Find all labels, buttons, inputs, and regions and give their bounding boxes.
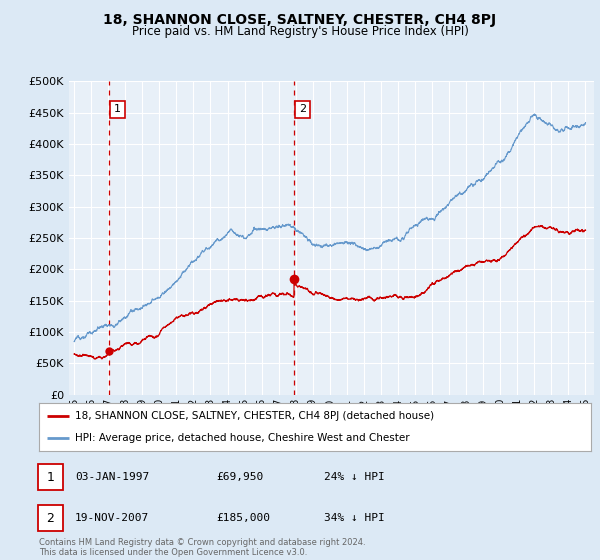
Text: 1: 1 [114, 104, 121, 114]
Text: Price paid vs. HM Land Registry's House Price Index (HPI): Price paid vs. HM Land Registry's House … [131, 25, 469, 38]
Text: 19-NOV-2007: 19-NOV-2007 [75, 513, 149, 523]
Text: 34% ↓ HPI: 34% ↓ HPI [324, 513, 385, 523]
Text: 2: 2 [299, 104, 306, 114]
Text: £185,000: £185,000 [216, 513, 270, 523]
Text: 18, SHANNON CLOSE, SALTNEY, CHESTER, CH4 8PJ (detached house): 18, SHANNON CLOSE, SALTNEY, CHESTER, CH4… [75, 411, 434, 421]
Text: 24% ↓ HPI: 24% ↓ HPI [324, 472, 385, 482]
Text: 18, SHANNON CLOSE, SALTNEY, CHESTER, CH4 8PJ: 18, SHANNON CLOSE, SALTNEY, CHESTER, CH4… [103, 13, 497, 27]
Text: £69,950: £69,950 [216, 472, 263, 482]
Text: Contains HM Land Registry data © Crown copyright and database right 2024.
This d: Contains HM Land Registry data © Crown c… [39, 538, 365, 557]
Text: 2: 2 [46, 511, 55, 525]
Text: 1: 1 [46, 470, 55, 484]
Text: HPI: Average price, detached house, Cheshire West and Chester: HPI: Average price, detached house, Ches… [75, 433, 410, 443]
Text: 03-JAN-1997: 03-JAN-1997 [75, 472, 149, 482]
